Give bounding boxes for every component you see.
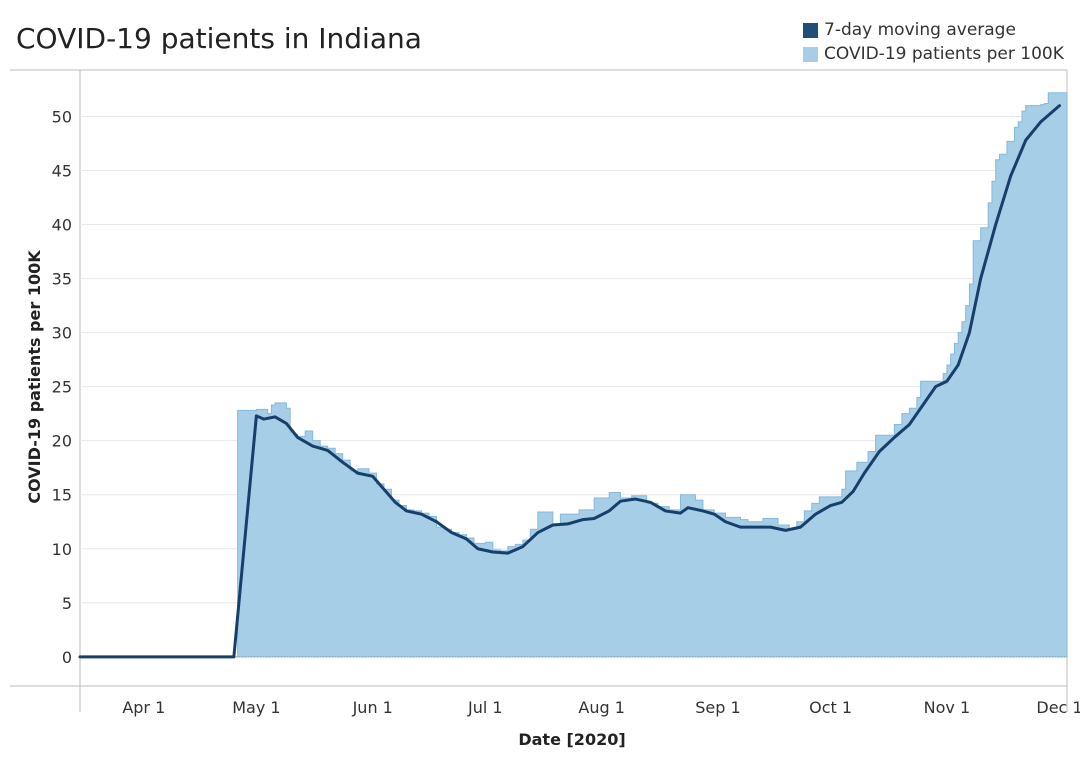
legend: 7-day moving average COVID-19 patients p… (803, 18, 1064, 66)
x-tick-label-aug-1: Aug 1 (578, 698, 625, 717)
y-tick-label-45: 45 (52, 162, 72, 181)
y-tick-label-0: 0 (62, 648, 72, 667)
x-tick-label-nov-1: Nov 1 (924, 698, 971, 717)
x-tick-label-jun-1: Jun 1 (352, 698, 393, 717)
y-tick-label-35: 35 (52, 270, 72, 289)
legend-item-patients: COVID-19 patients per 100K (803, 42, 1064, 66)
y-tick-label-25: 25 (52, 378, 72, 397)
y-tick-label-5: 5 (62, 594, 72, 613)
y-tick-label-15: 15 (52, 486, 72, 505)
x-tick-label-oct-1: Oct 1 (809, 698, 852, 717)
y-tick-label-40: 40 (52, 216, 72, 235)
x-axis-title: Date [2020] (518, 730, 625, 749)
legend-label-moving-average: 7-day moving average (824, 20, 1016, 40)
legend-swatch-patients (803, 46, 818, 62)
series-line-7-day-moving-average (78, 104, 1061, 659)
series-area-patients-per-100k (80, 92, 1068, 658)
x-tick-label-dec-1: Dec 1 (1036, 698, 1080, 717)
y-tick-label-10: 10 (52, 540, 72, 559)
legend-swatch-moving-average (803, 22, 818, 38)
legend-item-moving-average: 7-day moving average (803, 18, 1064, 42)
legend-label-patients: COVID-19 patients per 100K (824, 44, 1064, 64)
x-tick-label-sep-1: Sep 1 (695, 698, 740, 717)
y-tick-label-50: 50 (52, 107, 72, 126)
y-axis-title: COVID-19 patients per 100K (25, 250, 44, 504)
y-tick-label-30: 30 (52, 324, 72, 343)
chart-title: COVID-19 patients in Indiana (16, 22, 422, 55)
y-tick-label-20: 20 (52, 432, 72, 451)
x-tick-label-jul-1: Jul 1 (467, 698, 503, 717)
x-tick-label-apr-1: Apr 1 (122, 698, 165, 717)
x-tick-label-may-1: May 1 (232, 698, 280, 717)
